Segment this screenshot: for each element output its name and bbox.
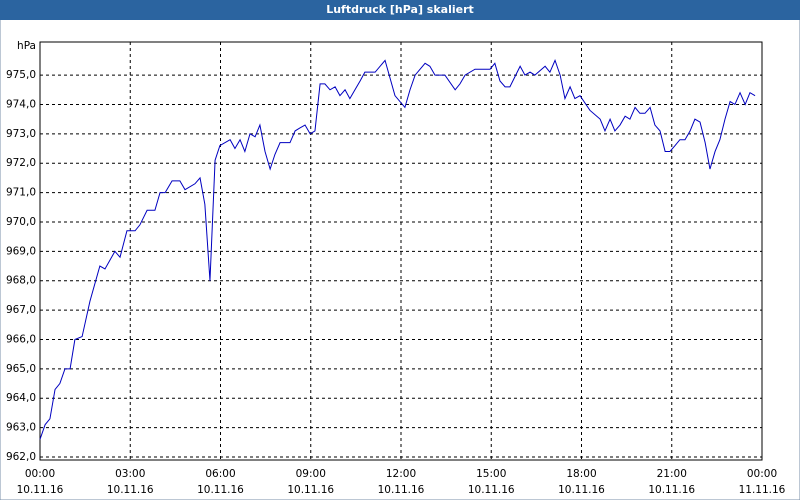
x-tick-label: 03:00 [115, 468, 145, 480]
y-tick-label: 971,0 [6, 187, 36, 199]
x-tick-label: 18:00 [566, 468, 596, 480]
y-unit: hPa [17, 40, 36, 52]
y-tick-label: 964,0 [6, 392, 36, 404]
title-bar [0, 0, 800, 20]
x-tick-date: 10.11.16 [107, 484, 154, 496]
y-tick-label: 974,0 [6, 98, 36, 110]
y-tick-label: 965,0 [6, 363, 36, 375]
y-tick-label: 975,0 [6, 69, 36, 81]
x-tick-label: 12:00 [386, 468, 416, 480]
data-line [39, 59, 756, 440]
x-tick-date: 11.11.16 [739, 484, 786, 496]
x-tick-label: 15:00 [476, 468, 506, 480]
x-tick-label: 09:00 [296, 468, 326, 480]
x-tick-date: 10.11.16 [648, 484, 695, 496]
x-tick-label: 00:00 [747, 468, 777, 480]
x-tick-date: 10.11.16 [17, 484, 64, 496]
y-tick-label: 967,0 [6, 304, 36, 316]
chart-title: Luftdruck [hPa] skaliert [326, 3, 474, 16]
x-tick-date: 10.11.16 [468, 484, 515, 496]
y-tick-label: 963,0 [6, 422, 36, 434]
x-tick-date: 10.11.16 [197, 484, 244, 496]
y-tick-label: 969,0 [6, 245, 36, 257]
y-tick-label: 970,0 [6, 216, 36, 228]
x-tick-label: 21:00 [657, 468, 687, 480]
x-tick-label: 00:00 [25, 468, 55, 480]
y-tick-label: 966,0 [6, 333, 36, 345]
y-tick-label: 962,0 [6, 451, 36, 463]
x-tick-date: 10.11.16 [558, 484, 605, 496]
x-tick-date: 10.11.16 [378, 484, 425, 496]
y-tick-label: 973,0 [6, 128, 36, 140]
y-tick-label: 972,0 [6, 157, 36, 169]
x-tick-date: 10.11.16 [287, 484, 334, 496]
x-tick-label: 06:00 [205, 468, 235, 480]
y-tick-label: 968,0 [6, 275, 36, 287]
